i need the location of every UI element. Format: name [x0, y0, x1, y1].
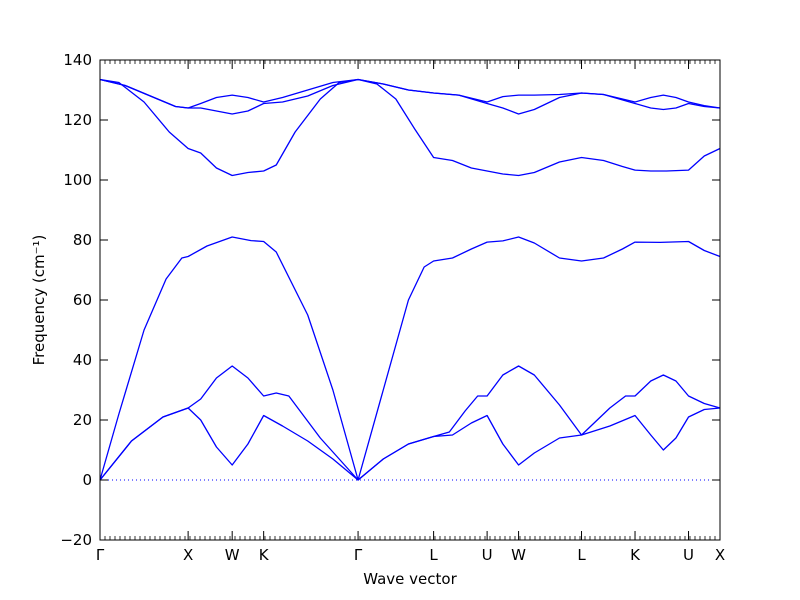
x-tick-label: W	[225, 546, 240, 564]
band-line-1	[99, 407, 721, 481]
x-tick-label: X	[183, 546, 193, 564]
band-line-3	[99, 236, 721, 481]
x-tick-label: U	[482, 546, 493, 564]
y-axis-label: Frequency (cm⁻¹)	[30, 235, 48, 366]
x-tick-label: W	[511, 546, 526, 564]
y-tick-label: −20	[60, 531, 92, 549]
x-tick-label: X	[715, 546, 725, 564]
y-tick-label: 20	[73, 411, 92, 429]
y-tick-label: 120	[63, 111, 92, 129]
band-line-4	[99, 78, 721, 177]
x-tick-label: L	[429, 546, 438, 564]
y-tick-label: 0	[82, 471, 92, 489]
band-line-6	[99, 78, 721, 109]
plot-layer	[99, 78, 721, 481]
y-tick-label: 100	[63, 171, 92, 189]
band-line-2	[99, 365, 721, 481]
x-tick-label: K	[259, 546, 270, 564]
y-tick-label: 40	[73, 351, 92, 369]
y-tick-label: 140	[63, 51, 92, 69]
x-axis-label: Wave vector	[363, 570, 457, 588]
x-tick-label: L	[577, 546, 586, 564]
x-tick-label: U	[683, 546, 694, 564]
x-tick-label: K	[630, 546, 641, 564]
y-tick-label: 80	[73, 231, 92, 249]
x-tick-label: Γ	[354, 546, 363, 564]
y-tick-label: 60	[73, 291, 92, 309]
x-tick-label: Γ	[96, 546, 105, 564]
